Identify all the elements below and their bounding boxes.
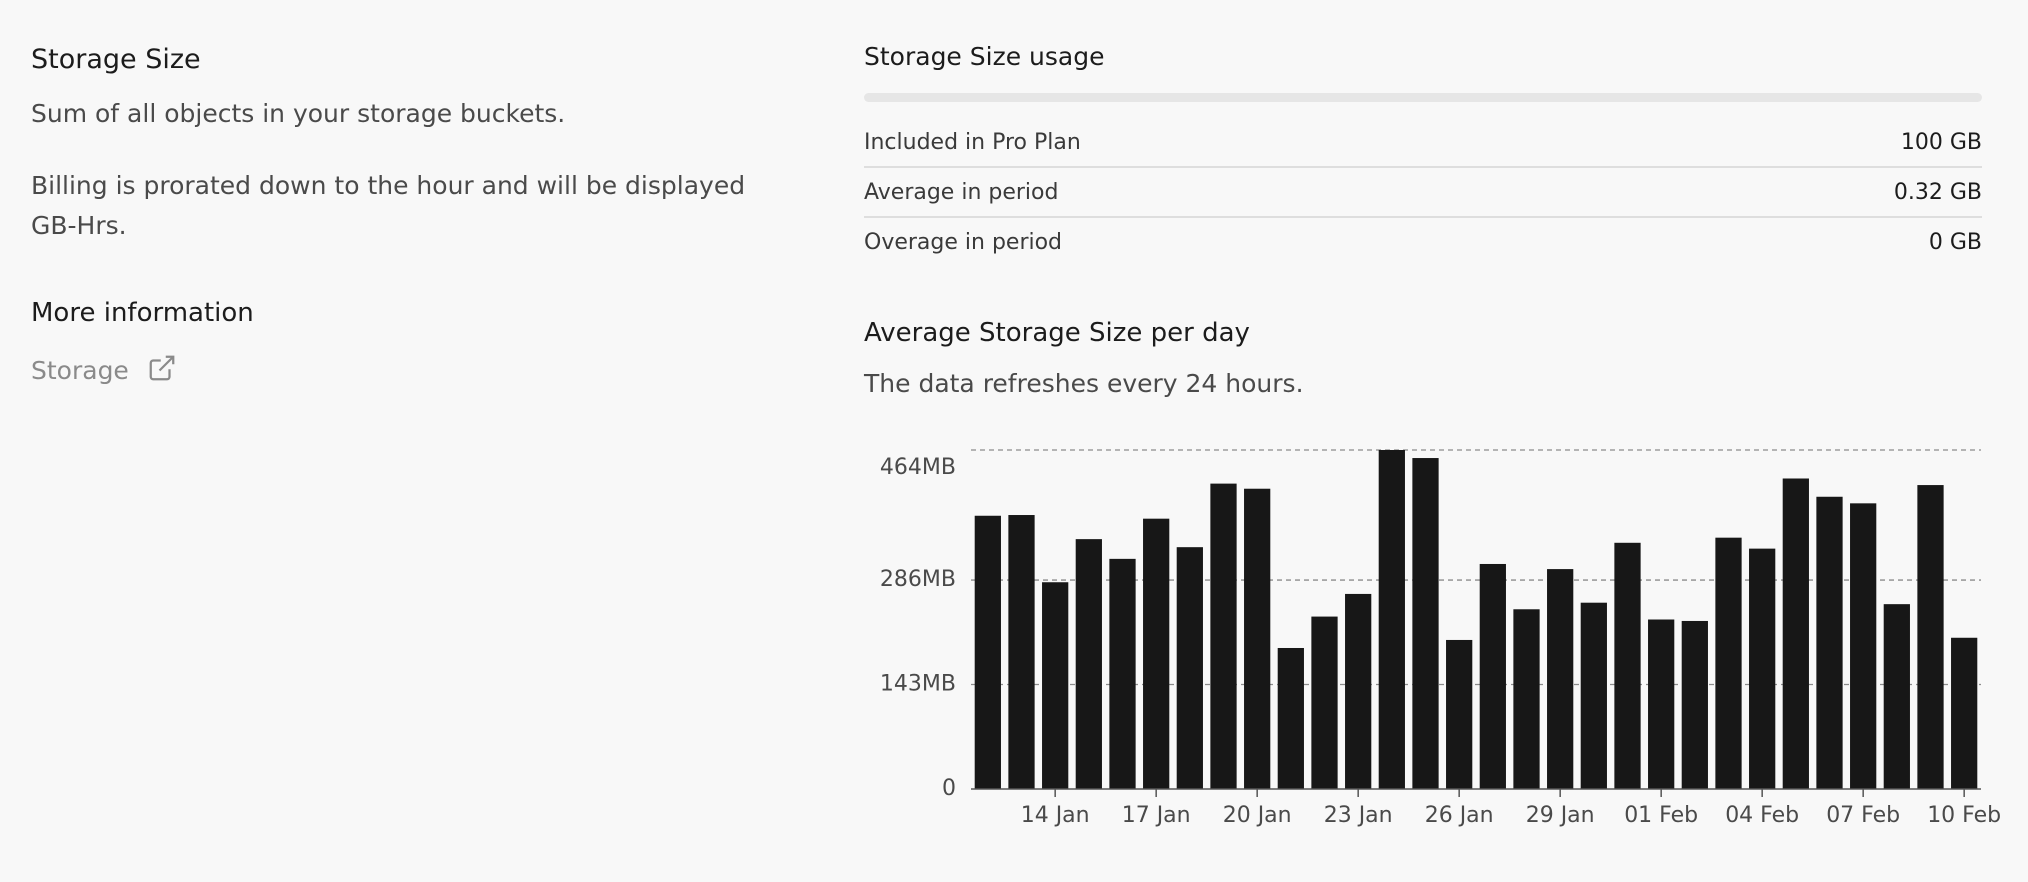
chart-title: Average Storage Size per day <box>864 318 1250 348</box>
row-value: 100 GB <box>1900 130 1982 155</box>
bar <box>1648 619 1675 789</box>
x-tick-label: 01 Feb <box>1624 803 1698 828</box>
bar <box>1345 593 1372 789</box>
x-tick-label: 29 Jan <box>1526 803 1595 828</box>
y-tick-label: 464MB <box>880 455 956 480</box>
bar <box>1850 503 1877 789</box>
x-tick-label: 07 Feb <box>1826 803 1900 828</box>
bar <box>1244 488 1271 789</box>
bar <box>1614 542 1641 789</box>
bar <box>1311 616 1338 789</box>
bar <box>1075 539 1102 789</box>
bar <box>1143 518 1170 789</box>
bar <box>1681 620 1708 789</box>
bar <box>1547 569 1574 789</box>
row-label: Overage in period <box>864 230 1063 255</box>
bar <box>974 515 1001 789</box>
usage-row: Overage in period 0 GB <box>864 218 1982 268</box>
bar <box>1210 483 1237 789</box>
external-icon <box>149 355 175 381</box>
row-value: 0.32 GB <box>1893 180 1982 205</box>
bar <box>1109 558 1136 789</box>
bar <box>1008 515 1035 789</box>
storage-link[interactable]: Storage <box>31 353 177 385</box>
bar <box>1446 639 1473 789</box>
bar <box>1513 609 1540 789</box>
x-tick-label: 26 Jan <box>1425 803 1494 828</box>
bar <box>1042 582 1069 789</box>
bar <box>1782 478 1809 789</box>
y-tick-label: 0 <box>942 776 956 801</box>
description: Sum of all objects in your storage bucke… <box>31 99 566 128</box>
bar <box>1883 604 1910 789</box>
bar <box>1816 496 1843 789</box>
x-tick-label: 10 Feb <box>1927 803 2001 828</box>
x-tick-label: 17 Jan <box>1122 803 1191 828</box>
row-separator <box>864 216 1982 218</box>
row-separator <box>864 166 1982 168</box>
link-text[interactable]: Storage <box>31 356 129 385</box>
bar <box>1412 458 1439 789</box>
usage-row: Included in Pro Plan 100 GB <box>864 118 1982 168</box>
bar <box>1479 563 1506 789</box>
usage-title: Storage Size usage <box>864 42 1105 71</box>
x-tick-label: 14 Jan <box>1021 803 1090 828</box>
bar <box>1580 602 1607 789</box>
more-info-title: More information <box>31 298 254 328</box>
usage-bar <box>864 93 1982 102</box>
bar <box>1176 547 1203 789</box>
section-title: Storage Size <box>31 44 201 75</box>
bar <box>1715 537 1742 789</box>
chart-subtitle: The data refreshes every 24 hours. <box>864 369 1304 398</box>
y-tick-label: 143MB <box>880 672 956 697</box>
bar <box>1378 450 1405 789</box>
usage-row: Average in period 0.32 GB <box>864 168 1982 218</box>
x-tick-label: 20 Jan <box>1223 803 1292 828</box>
row-value: 0 GB <box>1928 230 1982 255</box>
y-tick-label: 286MB <box>880 567 956 592</box>
bar <box>1749 548 1776 789</box>
x-tick-label: 04 Feb <box>1725 803 1799 828</box>
bar <box>1951 637 1978 789</box>
bar <box>1917 485 1944 789</box>
row-label: Included in Pro Plan <box>864 130 1081 155</box>
x-tick-label: 23 Jan <box>1324 803 1393 828</box>
billing-note: Billing is prorated down to the hour and… <box>31 171 746 240</box>
row-label: Average in period <box>864 180 1059 205</box>
bar <box>1277 647 1304 789</box>
